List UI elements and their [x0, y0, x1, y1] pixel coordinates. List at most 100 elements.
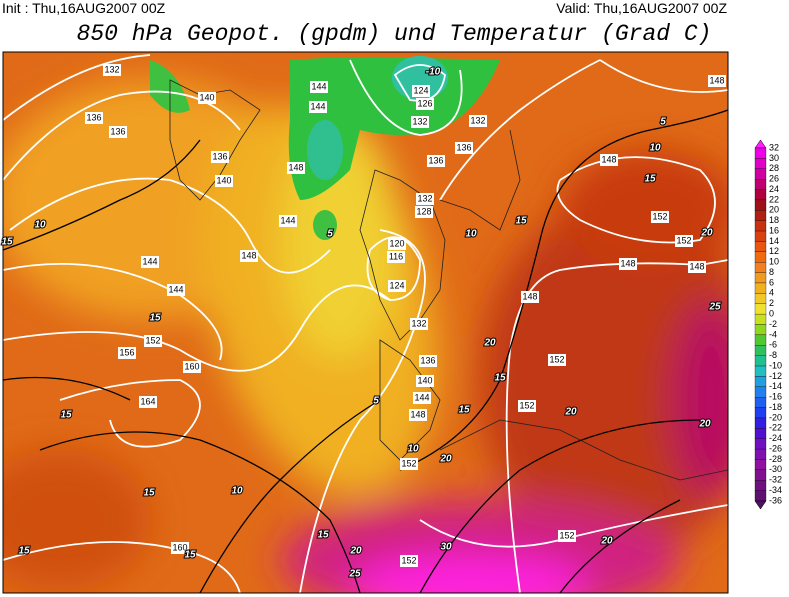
temperature-label: 10: [465, 229, 477, 240]
geopotential-label: 148: [620, 258, 635, 268]
geopotential-label: 140: [417, 375, 432, 385]
geopotential-label: 144: [414, 392, 429, 402]
colorbar-band: [754, 241, 767, 252]
valid-time: Valid: Thu,16AUG2007 00Z: [556, 0, 727, 16]
temperature-label: 20: [349, 546, 362, 557]
colorbar-band: [754, 407, 767, 419]
geopotential-label: 128: [416, 206, 431, 216]
geopotential-label: 152: [519, 400, 534, 410]
colorbar-label: 10: [769, 257, 779, 267]
contour-label-box: [183, 361, 201, 373]
contour-label-box: [85, 112, 103, 124]
colorbar-band: [754, 345, 767, 356]
map-frame: [2, 51, 729, 594]
colorbar-label: -10: [769, 360, 782, 370]
contour-label-box: [548, 354, 566, 366]
colorbar-band: [754, 490, 767, 502]
contour-label-box: [388, 280, 406, 292]
geopotential-label: 144: [142, 256, 157, 266]
colorbar-label: -24: [769, 433, 782, 443]
geopotential-label: 152: [652, 211, 667, 221]
geopotential-label: 148: [410, 409, 425, 419]
colorbar-label: -4: [769, 329, 777, 339]
contour-label-box: [416, 375, 434, 387]
colorbar-band: [754, 220, 767, 232]
contour-label-box: [518, 400, 536, 412]
temperature-label: 5: [327, 229, 333, 240]
geopotential-label: 164: [140, 396, 155, 406]
colorbar-label: -2: [769, 319, 777, 329]
geopotential-label: 148: [709, 75, 724, 85]
geopotential-label: 152: [676, 235, 691, 245]
temperature-label: 15: [149, 313, 161, 324]
geopotential-label: 136: [212, 151, 227, 161]
contour-label-box: [416, 98, 434, 110]
geopotential-label: 136: [428, 155, 443, 165]
contour-label-box: [411, 116, 429, 128]
colorbar-label: 6: [769, 277, 774, 287]
colorbar-band: [754, 158, 767, 169]
colorbar-band: [754, 251, 767, 263]
colorbar-band: [754, 199, 767, 211]
colorbar-label: -16: [769, 392, 782, 402]
colorbar-band: [754, 210, 767, 221]
colorbar-band: [754, 262, 767, 273]
geopotential-label: 144: [280, 215, 295, 225]
contour-label-box: [415, 206, 433, 218]
contour-label-box: [619, 258, 637, 270]
temperature-label: -10: [426, 67, 441, 78]
temperature-label: 15: [18, 546, 30, 557]
colorbar-label: 24: [769, 184, 779, 194]
colorbar-label: 22: [769, 194, 779, 204]
geopotential-label: 136: [456, 142, 471, 152]
geopotential-label: 132: [417, 193, 432, 203]
colorbar-label: -8: [769, 350, 777, 360]
colorbar-label: -6: [769, 340, 777, 350]
temperature-label: 20: [600, 536, 613, 547]
contour-label-box: [410, 318, 428, 330]
contour-label-box: [412, 85, 430, 97]
contour-label-box: [416, 193, 434, 205]
contour-label-box: [118, 347, 136, 359]
contour-label-box: [400, 555, 418, 567]
contour-label-box: [708, 75, 726, 87]
contour-label-box: [558, 530, 576, 542]
temperature-label: 15: [1, 237, 13, 248]
colorbar-label: 16: [769, 225, 779, 235]
geopotential-label: 144: [310, 101, 325, 111]
contour-label-box: [419, 355, 437, 367]
contour-label-box: [409, 409, 427, 421]
contour-label-box: [167, 284, 185, 296]
contour-label-box: [198, 92, 216, 104]
geopotential-label: 136: [420, 355, 435, 365]
temperature-label: 20: [439, 454, 452, 465]
geopotential-label: 152: [401, 555, 416, 565]
colorbar-band: [754, 293, 767, 304]
colorbar-label: -22: [769, 423, 782, 433]
colorbar-band: [754, 376, 767, 387]
temperature-label: 10: [231, 486, 243, 497]
colorbar-band: [754, 303, 767, 315]
colorbar-label: -34: [769, 485, 782, 495]
colorbar-band: [754, 448, 767, 460]
geopotential-label: 132: [411, 318, 426, 328]
colorbar-label: 8: [769, 267, 774, 277]
contour-label-box: [287, 162, 305, 174]
colorbar-arrow: [754, 500, 767, 510]
colorbar-label: 28: [769, 163, 779, 173]
colorbar-label: -18: [769, 402, 782, 412]
geopotential-label: 160: [172, 542, 187, 552]
colorbar-label: -26: [769, 443, 782, 453]
geopotential-label: 148: [689, 261, 704, 271]
contour-label-box: [139, 396, 157, 408]
temperature-label: 15: [494, 373, 506, 384]
geopotential-label: 148: [288, 162, 303, 172]
colorbar-label: 12: [769, 246, 779, 256]
contour-label-box: [600, 154, 618, 166]
contour-label-box: [309, 101, 327, 113]
colorbar-label: 0: [769, 308, 774, 318]
geopotential-label: 152: [145, 335, 160, 345]
contour-label-box: [388, 238, 406, 250]
geopotential-label: 148: [522, 291, 537, 301]
contour-label-box: [109, 126, 127, 138]
